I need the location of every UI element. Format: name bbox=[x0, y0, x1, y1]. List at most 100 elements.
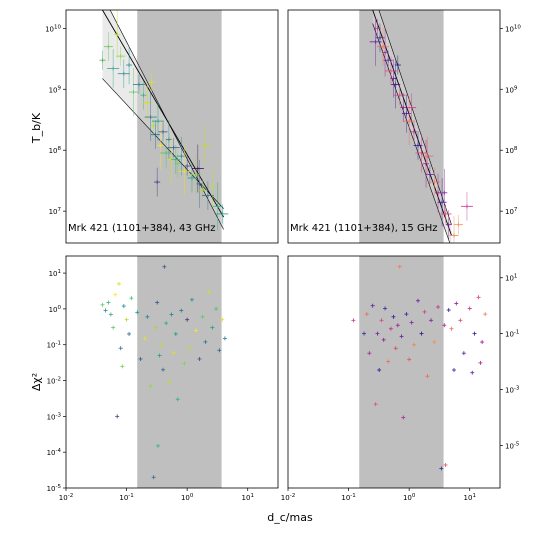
data-point bbox=[386, 359, 391, 364]
fit-line-center bbox=[372, 10, 452, 236]
data-point bbox=[222, 336, 227, 341]
data-point bbox=[142, 83, 152, 122]
fit-line-bound bbox=[102, 78, 224, 209]
data-point bbox=[107, 49, 120, 88]
x-tick-label: 10-2 bbox=[59, 493, 73, 502]
data-point bbox=[154, 167, 161, 197]
data-point bbox=[432, 340, 437, 345]
data-point bbox=[429, 318, 434, 323]
y-tick-label: 100 bbox=[49, 305, 62, 314]
data-point bbox=[388, 326, 393, 331]
data-point bbox=[399, 334, 404, 339]
data-point bbox=[187, 346, 192, 351]
data-point bbox=[148, 72, 155, 92]
data-point bbox=[375, 331, 380, 336]
y-tick-label: 10-4 bbox=[47, 448, 62, 457]
data-point bbox=[128, 68, 138, 117]
data-point bbox=[121, 304, 126, 309]
data-point bbox=[461, 351, 466, 356]
data-point bbox=[103, 308, 108, 313]
data-point bbox=[415, 133, 428, 173]
data-point bbox=[382, 28, 389, 77]
panel-bottom-right-dchi2: 10-2 10-1 100 101 10-5 10-3 10-1 101 bbox=[281, 255, 520, 502]
data-point bbox=[167, 138, 180, 158]
data-point bbox=[393, 346, 398, 351]
data-point bbox=[214, 306, 219, 311]
data-point bbox=[351, 318, 356, 323]
fit-uncertainty bbox=[372, 10, 452, 243]
data-point bbox=[157, 353, 162, 358]
data-point bbox=[118, 346, 123, 351]
panel-bottom-left-dchi2: 10-2 10-1 100 101 10-5 10-4 10-3 10-2 10-1 100 101 bbox=[47, 255, 279, 502]
data-point bbox=[423, 139, 430, 188]
fit-line-center bbox=[102, 10, 225, 218]
y-tick-label: 10-1 bbox=[47, 341, 61, 350]
y-tick-label: 101 bbox=[505, 274, 517, 283]
data-point bbox=[416, 298, 421, 303]
shaded-band bbox=[359, 10, 444, 243]
data-point bbox=[216, 204, 229, 224]
data-point bbox=[117, 59, 130, 89]
data-point bbox=[449, 216, 459, 243]
data-point bbox=[425, 374, 430, 379]
data-point bbox=[151, 101, 164, 141]
data-point bbox=[191, 144, 204, 193]
data-point bbox=[108, 312, 113, 317]
data-point bbox=[135, 310, 140, 315]
data-point bbox=[153, 325, 158, 330]
data-point bbox=[111, 325, 116, 330]
data-point bbox=[476, 295, 481, 300]
data-point bbox=[99, 50, 106, 70]
xlabel: d_c/mas bbox=[267, 511, 313, 524]
x-tick-label: 100 bbox=[403, 493, 416, 502]
data-point bbox=[207, 289, 212, 294]
data-point bbox=[210, 325, 215, 330]
data-point bbox=[367, 351, 372, 356]
ylabel-top: T_b/K bbox=[30, 112, 43, 144]
y-tick-label: 101 bbox=[49, 269, 61, 278]
data-point bbox=[407, 357, 412, 362]
data-point bbox=[369, 17, 382, 66]
data-point bbox=[145, 314, 150, 319]
data-point bbox=[439, 466, 444, 471]
y-tick-label: 10-3 bbox=[47, 412, 62, 421]
data-point bbox=[453, 215, 463, 235]
y-tick-label: 108 bbox=[49, 146, 62, 155]
plot-frame bbox=[65, 9, 279, 244]
data-point bbox=[472, 331, 477, 336]
shaded-band bbox=[137, 256, 222, 488]
data-point bbox=[103, 32, 113, 62]
data-point bbox=[201, 181, 214, 210]
data-point bbox=[120, 364, 125, 369]
y-tick-label: 10-1 bbox=[505, 330, 519, 339]
data-point bbox=[478, 360, 483, 365]
data-point bbox=[404, 312, 409, 317]
data-point bbox=[190, 155, 203, 194]
data-point bbox=[197, 356, 202, 361]
shaded-band bbox=[359, 256, 444, 488]
data-point bbox=[160, 138, 173, 168]
data-point bbox=[413, 130, 423, 160]
data-point bbox=[401, 415, 406, 420]
data-point bbox=[442, 323, 447, 328]
data-point bbox=[395, 323, 400, 328]
data-point bbox=[439, 204, 452, 224]
data-point bbox=[435, 173, 442, 212]
y-tick-label: 107 bbox=[505, 207, 518, 216]
panel-annotation: Mrk 421 (1101+384), 15 GHz bbox=[290, 223, 437, 234]
data-point bbox=[483, 312, 488, 317]
ylabel-bottom: Δχ² bbox=[30, 373, 43, 391]
data-point bbox=[162, 264, 167, 269]
data-point bbox=[452, 368, 457, 373]
plot-frame bbox=[287, 255, 501, 489]
data-point bbox=[377, 368, 382, 373]
data-point bbox=[113, 292, 118, 297]
data-point bbox=[370, 303, 375, 308]
data-point bbox=[158, 122, 168, 142]
data-point bbox=[362, 331, 367, 336]
panel-top-right-tb: 107 108 109 1010 Mrk 421 (1101+384), 15 GHz bbox=[287, 9, 521, 244]
data-point bbox=[470, 370, 475, 375]
data-point bbox=[460, 191, 473, 221]
panel-top-left-tb: 107 108 109 1010 Mrk 421 (1101+384), 43 GHz bbox=[45, 9, 279, 244]
